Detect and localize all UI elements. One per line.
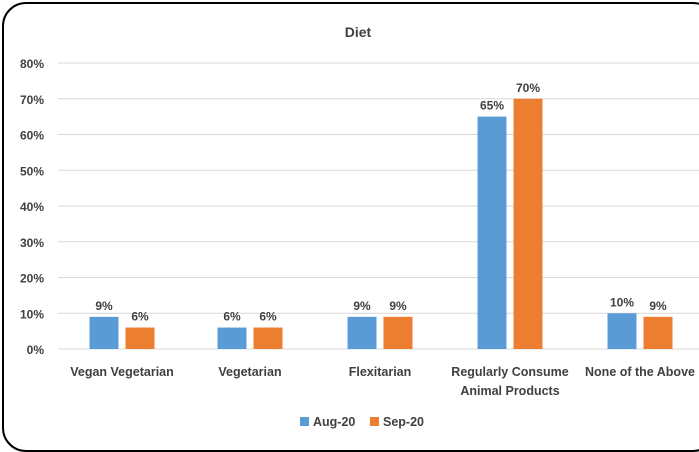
data-label: 70% — [516, 81, 540, 95]
bar-sep-20 — [643, 316, 673, 349]
chart-title: Diet — [345, 24, 372, 40]
data-label: 6% — [223, 310, 241, 324]
x-tick-label: Vegan Vegetarian — [70, 365, 174, 379]
legend-swatch-aug-20 — [300, 417, 309, 426]
y-tick-label: 80% — [20, 57, 44, 71]
data-label: 6% — [259, 310, 277, 324]
legend-label: Sep-20 — [383, 415, 424, 429]
y-tick-label: 50% — [20, 164, 44, 178]
bar-aug-20 — [607, 313, 637, 349]
legend-label: Aug-20 — [313, 415, 355, 429]
bar-sep-20 — [253, 327, 283, 349]
y-tick-label: 20% — [20, 272, 44, 286]
bar-aug-20 — [89, 316, 119, 349]
data-label: 6% — [131, 310, 149, 324]
x-tick-label: None of the Above — [585, 365, 695, 379]
bar-aug-20 — [477, 116, 507, 349]
data-label: 9% — [649, 299, 667, 313]
y-tick-label: 70% — [20, 93, 44, 107]
y-tick-label: 10% — [20, 307, 44, 321]
bar-aug-20 — [217, 327, 247, 349]
y-tick-label: 30% — [20, 236, 44, 250]
bar-sep-20 — [125, 327, 155, 349]
bar-sep-20 — [513, 98, 543, 349]
x-tick-label: Vegetarian — [218, 365, 281, 379]
data-label: 9% — [353, 299, 371, 313]
y-tick-label: 0% — [27, 343, 45, 357]
legend-swatch-sep-20 — [370, 417, 379, 426]
x-tick-label: Flexitarian — [349, 365, 412, 379]
data-label: 9% — [95, 299, 113, 313]
x-tick-label: Regularly Consume Animal Products — [451, 365, 568, 398]
bar-chart: Diet 0% 10% 20% 30% 40% 50% 60% 70% 80% 9% 6% 9% 65% 1… — [20, 24, 699, 429]
data-label: 9% — [389, 299, 407, 313]
data-label: 10% — [610, 295, 634, 309]
y-tick-label: 60% — [20, 129, 44, 143]
data-label: 65% — [480, 99, 504, 113]
bar-aug-20 — [347, 316, 377, 349]
y-tick-label: 40% — [20, 200, 44, 214]
bar-sep-20 — [383, 316, 413, 349]
